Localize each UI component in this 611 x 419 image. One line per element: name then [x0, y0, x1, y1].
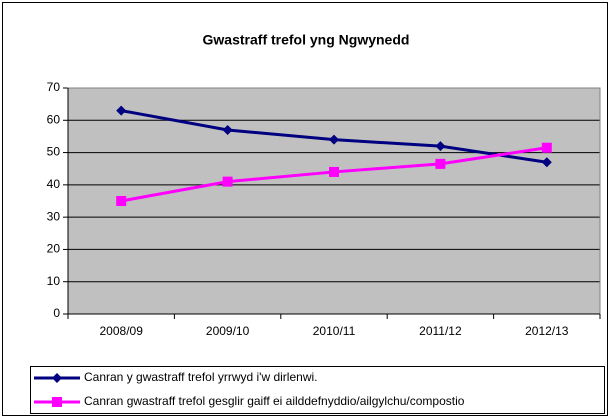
legend-box	[30, 366, 605, 414]
y-tick-label: 50	[47, 145, 61, 159]
marker	[329, 166, 339, 177]
marker	[52, 373, 62, 383]
chart-title: Gwastraff trefol yng Ngwynedd	[203, 32, 410, 48]
y-tick-label: 70	[47, 80, 61, 94]
marker	[541, 142, 552, 153]
y-tick-label: 40	[47, 177, 61, 191]
marker	[435, 158, 446, 169]
plot-area	[68, 88, 600, 314]
legend-label: Canran gwastraff trefol gesglir gaiff ei…	[84, 394, 465, 408]
marker	[435, 141, 446, 152]
y-tick-label: 10	[47, 274, 61, 288]
marker	[329, 134, 339, 145]
y-tick-label: 20	[47, 242, 61, 256]
y-tick-label: 30	[47, 209, 61, 223]
x-tick-label: 2012/13	[525, 324, 569, 338]
y-tick-label: 0	[53, 306, 60, 320]
x-tick-label: 2011/12	[419, 324, 462, 338]
marker	[541, 157, 552, 168]
marker	[116, 105, 127, 116]
marker	[222, 176, 233, 187]
y-tick-label: 60	[47, 112, 61, 126]
marker	[222, 124, 233, 135]
x-tick-label: 2009/10	[206, 324, 250, 338]
legend-label: Canran y gwastraff trefol yrrwyd i'w dir…	[84, 370, 317, 384]
marker	[52, 397, 62, 407]
marker	[116, 196, 127, 206]
x-tick-label: 2010/11	[313, 324, 356, 338]
x-tick-label: 2008/09	[100, 324, 144, 338]
